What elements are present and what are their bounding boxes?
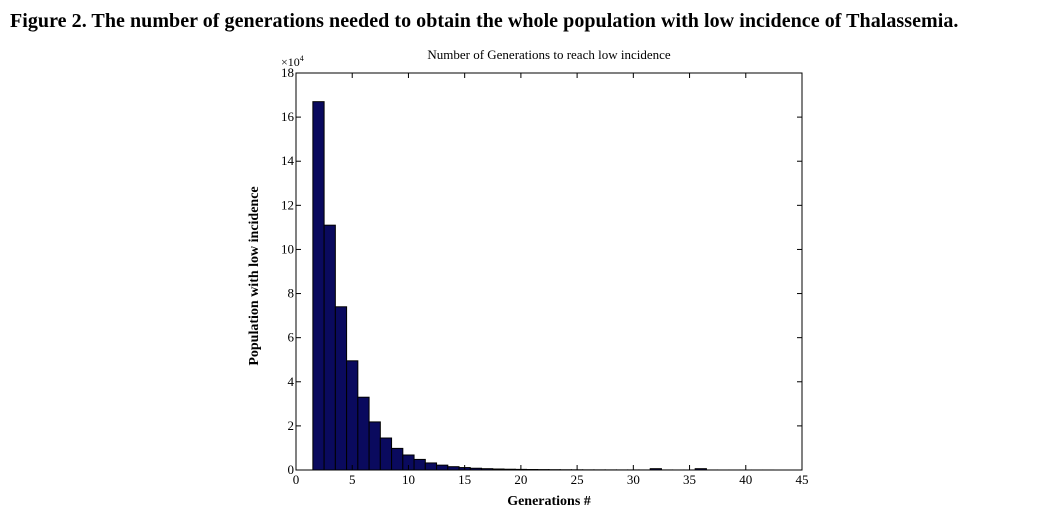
y-tick-label: 10: [281, 241, 294, 256]
x-axis-ticks: 0 5 10 15 20 25 30 35 40 45: [293, 73, 809, 487]
y-axis-multiplier-base: ×10: [281, 55, 300, 69]
y-tick-label: 12: [281, 197, 294, 212]
histogram-bar: [413, 458, 426, 471]
histogram-bar: [379, 437, 393, 471]
y-axis-multiplier: ×104: [281, 54, 304, 69]
y-tick-label: 4: [288, 374, 295, 389]
figure-caption: Figure 2. The number of generations need…: [10, 10, 959, 32]
x-tick-label: 45: [796, 472, 809, 487]
y-tick-label: 18: [281, 65, 294, 80]
x-tick-label: 5: [349, 472, 356, 487]
y-tick-label: 16: [281, 109, 295, 124]
histogram-bar: [334, 306, 348, 471]
histogram-bar: [346, 360, 359, 471]
y-axis-label: Population with low incidence: [247, 186, 262, 365]
x-axis-label: Generations #: [507, 494, 591, 509]
histogram-bar: [323, 224, 336, 471]
bars-group: [312, 101, 775, 471]
y-tick-label: 2: [288, 418, 295, 433]
histogram-bar: [312, 101, 325, 471]
histogram-bar: [424, 462, 438, 471]
y-axis-multiplier-exponent: 4: [300, 54, 304, 63]
y-tick-label: 6: [288, 330, 295, 345]
x-tick-label: 0: [293, 472, 300, 487]
x-tick-label: 25: [571, 472, 584, 487]
y-tick-label: 8: [288, 286, 295, 301]
x-tick-label: 20: [514, 472, 527, 487]
histogram-bar: [357, 396, 370, 471]
x-tick-label: 30: [627, 472, 640, 487]
y-tick-label: 0: [288, 462, 295, 477]
histogram-bar: [391, 447, 404, 471]
x-tick-label: 15: [458, 472, 471, 487]
x-tick-label: 40: [739, 472, 752, 487]
x-tick-label: 10: [402, 472, 415, 487]
chart-title: Number of Generations to reach low incid…: [427, 47, 671, 62]
y-axis-ticks: 0 2 4 6 8 10 12 14 16 18: [281, 65, 802, 477]
histogram-bar: [368, 421, 381, 471]
y-tick-label: 14: [281, 153, 295, 168]
plot-area-frame: [295, 72, 803, 471]
histogram-bar: [436, 464, 449, 471]
x-tick-label: 35: [683, 472, 696, 487]
